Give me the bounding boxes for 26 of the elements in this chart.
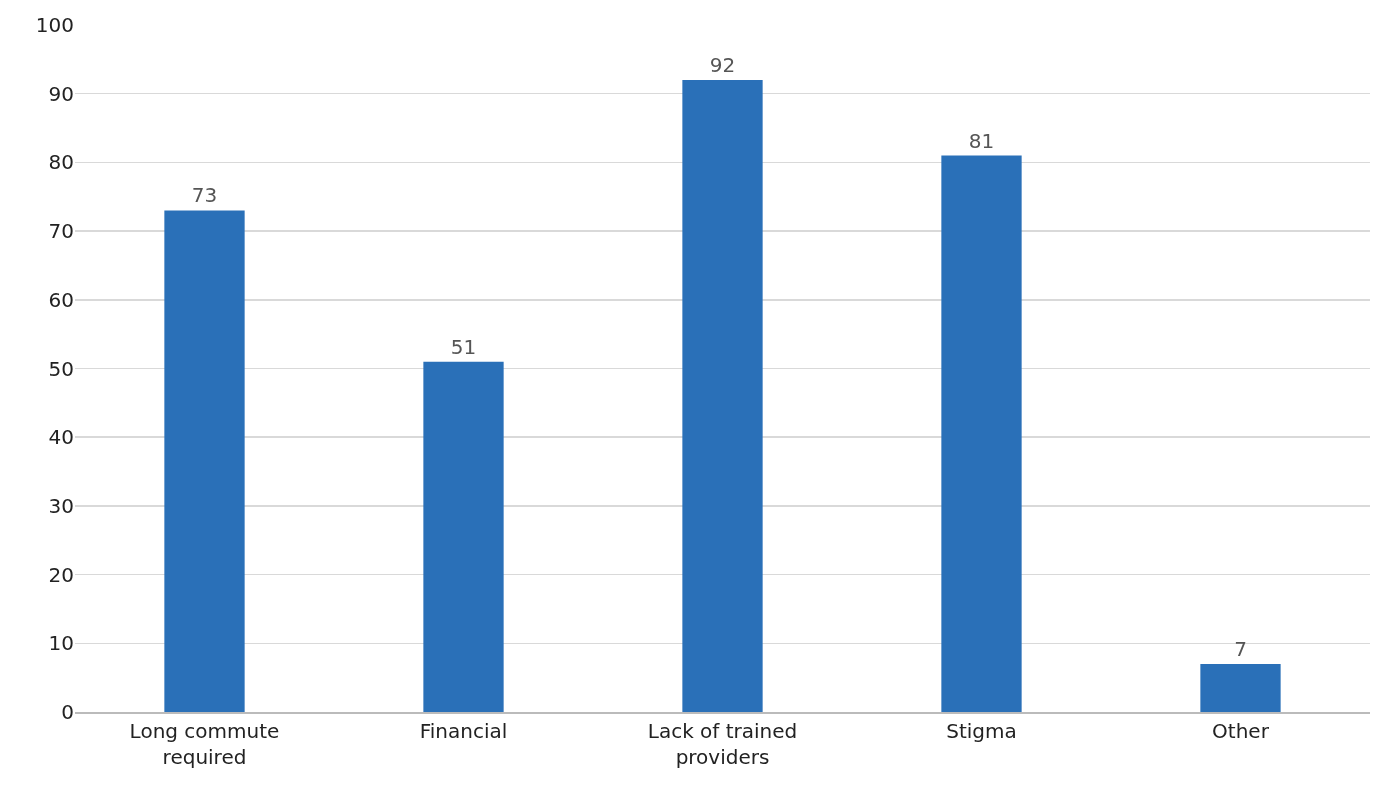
- x-tick-label: Lack of trained providers: [647, 718, 798, 769]
- x-tick-label: Financial: [419, 718, 508, 743]
- bar: [682, 79, 763, 712]
- bar: [423, 361, 504, 712]
- data-label: 73: [191, 183, 218, 208]
- y-tick-label: 70: [48, 219, 74, 244]
- y-tick-label: 60: [48, 287, 74, 312]
- y-tick-label: 100: [35, 13, 74, 37]
- bar: [164, 210, 245, 712]
- y-tick-label: 40: [48, 425, 74, 450]
- y-tick-label: 0: [61, 700, 74, 724]
- data-label: 7: [1234, 636, 1247, 661]
- data-label: 51: [450, 334, 477, 359]
- data-label: 81: [968, 128, 995, 153]
- x-tick-label: Long commute required: [129, 718, 280, 769]
- y-tick-label: 90: [48, 81, 74, 106]
- y-tick-label: 80: [48, 150, 74, 175]
- x-tick-label: Stigma: [946, 718, 1017, 743]
- bar: [941, 155, 1022, 712]
- bar: [1200, 663, 1281, 712]
- y-tick-label: 30: [48, 493, 74, 518]
- y-tick-label: 10: [48, 631, 74, 656]
- y-tick-label: 20: [48, 562, 74, 587]
- data-label: 92: [709, 52, 736, 77]
- x-tick-label: Other: [1212, 718, 1270, 743]
- y-tick-label: 50: [48, 356, 74, 381]
